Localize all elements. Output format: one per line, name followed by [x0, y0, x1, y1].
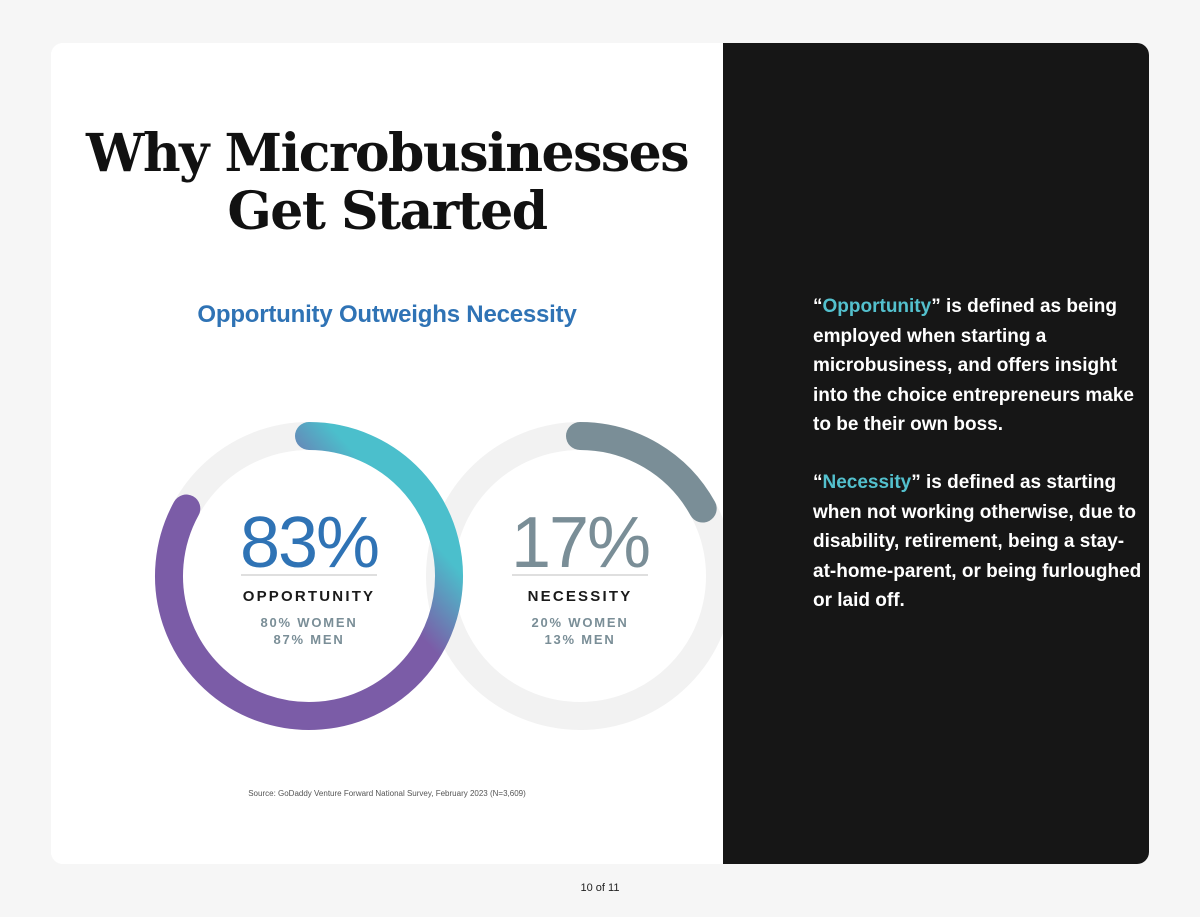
necessity-value: 17%	[511, 503, 649, 583]
close-quote: ”	[931, 296, 941, 317]
right-panel: “Opportunity” is defined as being employ…	[723, 43, 1149, 864]
title-line-2: Get Started	[227, 181, 548, 242]
close-quote: ”	[911, 472, 921, 493]
donut-chart: 83% OPPORTUNITY 80% WOMEN 87% MEN 17% NECESSI…	[155, 422, 723, 730]
opportunity-breakdown-men: 87% MEN	[273, 632, 344, 647]
necessity-label: NECESSITY	[528, 588, 633, 605]
chart-subtitle: Opportunity Outweighs Necessity	[197, 301, 577, 328]
opportunity-breakdown-women: 80% WOMEN	[260, 615, 357, 630]
page-number: 10 of 11	[580, 882, 620, 894]
necessity-term: Necessity	[822, 472, 912, 493]
open-quote: “	[813, 296, 823, 317]
necessity-definition-text: is defined as starting when not working …	[813, 472, 1142, 611]
opportunity-arc	[155, 422, 463, 730]
open-quote: “	[813, 472, 823, 493]
opportunity-term: Opportunity	[822, 296, 932, 317]
opportunity-definition: “Opportunity” is defined as being employ…	[813, 292, 1143, 440]
source-note: Source: GoDaddy Venture Forward National…	[248, 789, 526, 798]
left-panel: Why Microbusinesses Get Started Opportun…	[51, 43, 723, 864]
slide-card: Why Microbusinesses Get Started Opportun…	[51, 43, 1149, 864]
opportunity-label: OPPORTUNITY	[243, 588, 376, 605]
necessity-definition: “Necessity” is defined as starting when …	[813, 468, 1143, 616]
necessity-breakdown-women: 20% WOMEN	[531, 615, 628, 630]
opportunity-definition-text: is defined as being employed when starti…	[813, 296, 1134, 435]
necessity-breakdown-men: 13% MEN	[544, 632, 615, 647]
opportunity-value: 83%	[240, 503, 378, 583]
slide-title: Why Microbusinesses Get Started	[51, 125, 723, 241]
necessity-arc	[566, 422, 717, 523]
title-line-1: Why Microbusinesses	[85, 123, 690, 184]
